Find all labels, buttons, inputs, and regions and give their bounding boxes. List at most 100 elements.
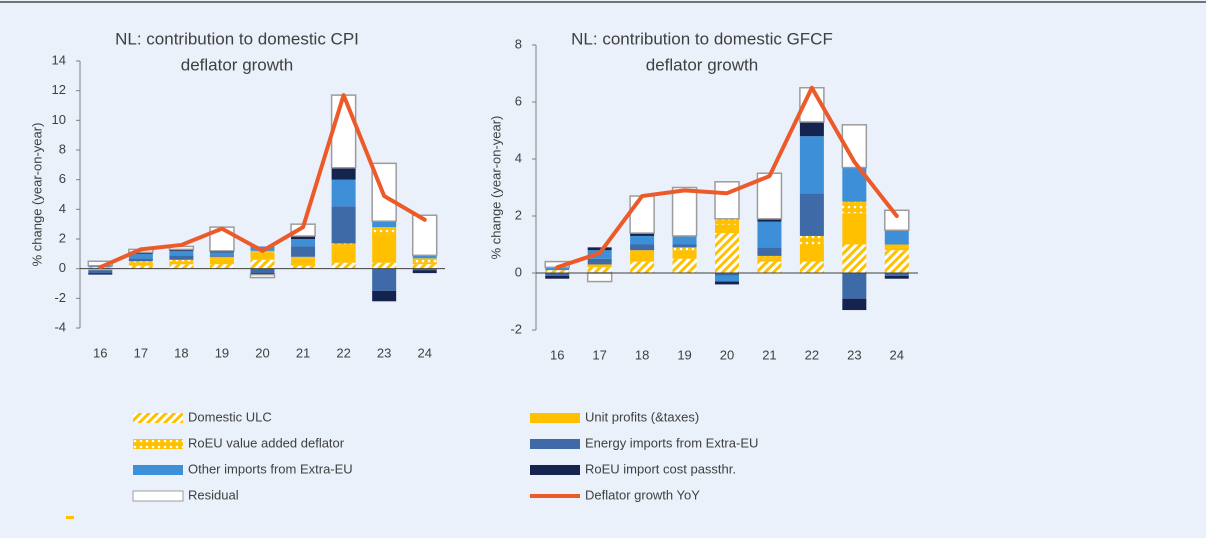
bar-segment — [630, 233, 655, 236]
bar-segment — [331, 167, 356, 180]
bar-segment — [672, 244, 697, 248]
legend-label: Deflator growth YoY — [585, 487, 700, 502]
bar-segment — [372, 262, 397, 269]
bar-segment — [412, 264, 437, 269]
bar-segment — [331, 243, 356, 247]
bar-segment — [884, 250, 909, 273]
bar-segment — [128, 258, 153, 262]
bar-segment — [884, 275, 909, 279]
bar-segment — [545, 270, 570, 273]
bar-segment — [209, 259, 234, 265]
y-axis-label: % change (year-on-year) — [29, 123, 44, 267]
legend-swatch — [530, 465, 580, 475]
y-tick-label: 2 — [59, 230, 66, 245]
bar-segment — [372, 290, 397, 302]
bar-segment — [291, 256, 316, 259]
bar-segment — [209, 255, 234, 257]
bar-segment — [411, 214, 438, 257]
bar-segment — [799, 261, 824, 273]
x-tick-label: 19 — [215, 345, 229, 360]
y-tick-label: 8 — [515, 36, 522, 51]
bar-segment — [331, 179, 356, 207]
bar-segment — [209, 256, 234, 260]
x-tick-label: 19 — [677, 347, 691, 362]
bar-segment — [842, 244, 867, 273]
y-tick-label: -2 — [54, 290, 66, 305]
x-tick-label: 17 — [592, 347, 606, 362]
bar-segment — [372, 234, 397, 263]
bar-segment — [169, 259, 194, 262]
deflator-line — [555, 85, 899, 270]
bar-segment — [291, 265, 316, 269]
bar-segment — [799, 193, 824, 236]
bar-segment — [715, 218, 739, 225]
legend-swatch — [530, 413, 580, 423]
bar-segment — [169, 250, 194, 256]
chart-title: NL: contribution to domestic GFCF — [571, 29, 833, 48]
bar-segment — [799, 235, 824, 245]
y-tick-label: 6 — [59, 171, 66, 186]
legend-label: Unit profits (&taxes) — [585, 409, 699, 424]
bar-segment — [169, 255, 194, 260]
bar-segment — [291, 239, 316, 247]
x-tick-label: 22 — [805, 347, 819, 362]
y-tick-label: -2 — [510, 321, 522, 336]
y-axis-label: % change (year-on-year) — [488, 116, 503, 260]
bar-segment — [412, 262, 437, 265]
bar-segment — [372, 221, 397, 228]
bar-segment — [330, 94, 357, 169]
bar-segment — [672, 247, 697, 251]
x-tick-label: 21 — [296, 345, 310, 360]
bar-segment — [587, 258, 612, 265]
bar-segment — [587, 247, 612, 251]
y-tick-label: 0 — [515, 264, 522, 279]
bar-segment — [884, 230, 909, 245]
x-tick-label: 20 — [255, 345, 269, 360]
bar-segment — [331, 206, 356, 244]
bar-segment — [545, 275, 570, 279]
bar-segment — [842, 298, 867, 311]
y-tick-label: 12 — [52, 82, 66, 97]
bar-segment — [249, 273, 276, 279]
legend-swatch — [132, 490, 184, 502]
bar-segment — [128, 261, 153, 263]
y-tick-label: 0 — [59, 260, 66, 275]
x-tick-label: 22 — [336, 345, 350, 360]
x-tick-label: 23 — [847, 347, 861, 362]
bar-segment — [88, 273, 113, 275]
legend-swatch — [530, 439, 580, 449]
bar-segment — [630, 244, 655, 251]
bar-segment — [672, 258, 697, 273]
bar-segment — [250, 268, 275, 274]
bar-segment — [88, 268, 113, 271]
x-tick-label: 18 — [635, 347, 649, 362]
bar-segment — [715, 273, 739, 276]
bar-segment — [630, 253, 655, 262]
legend-swatch — [133, 465, 183, 475]
bar-segment — [412, 268, 437, 271]
y-tick-label: -4 — [54, 319, 66, 334]
x-tick-label: 20 — [720, 347, 734, 362]
bar-segment — [799, 244, 824, 262]
bar-segment — [250, 252, 275, 260]
bar-segment — [884, 273, 909, 276]
bar-segment — [587, 264, 612, 268]
x-tick-label: 16 — [550, 347, 564, 362]
bar-segment — [842, 201, 867, 214]
bar-segment — [757, 261, 782, 273]
bar-segment — [128, 253, 153, 259]
x-tick-label: 21 — [762, 347, 776, 362]
bar-segment — [842, 213, 867, 245]
bar-segment — [715, 275, 739, 282]
bar-segment — [128, 262, 153, 266]
bar-segment — [630, 235, 655, 245]
x-tick-label: 24 — [890, 347, 904, 362]
bar-segment — [715, 224, 739, 234]
legend-label: Domestic ULC — [188, 409, 272, 424]
deflator-line — [98, 93, 427, 270]
bar-segment — [757, 258, 782, 262]
bar-segment — [412, 258, 437, 263]
bar-segment — [587, 267, 612, 273]
chart-title: deflator growth — [646, 55, 758, 74]
bar-segment — [672, 235, 697, 245]
